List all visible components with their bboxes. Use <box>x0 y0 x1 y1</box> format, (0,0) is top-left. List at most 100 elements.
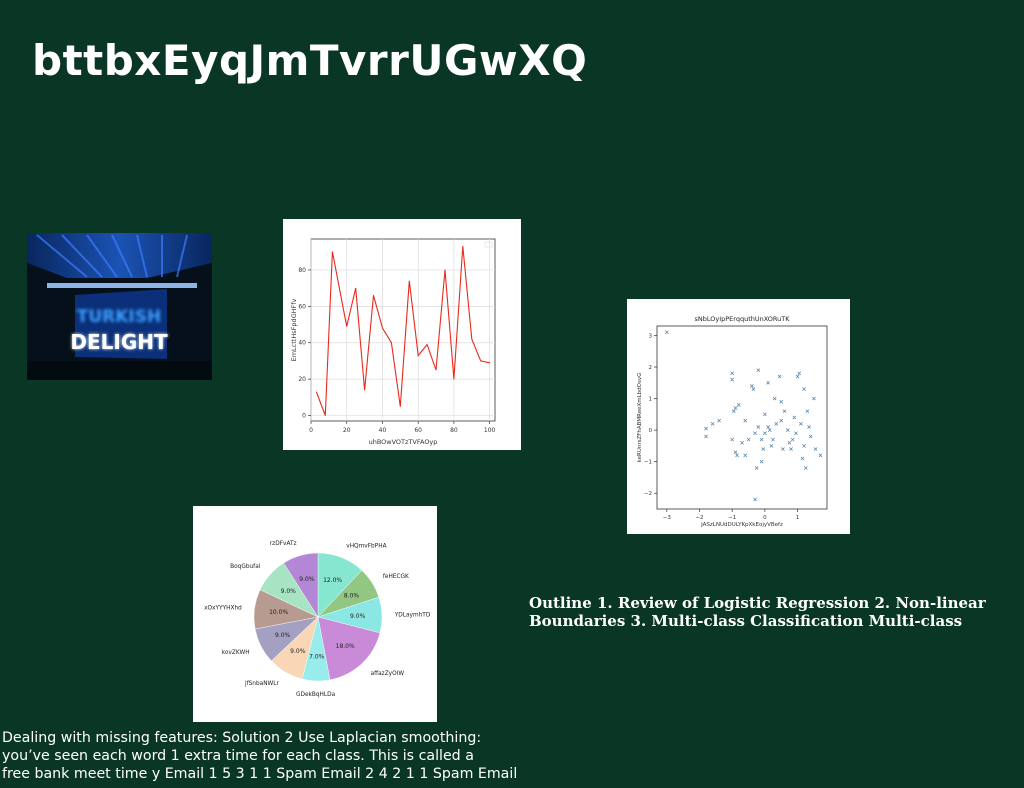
scatter-point <box>766 425 771 429</box>
x-tick-label: 20 <box>343 427 351 434</box>
data-point <box>373 295 374 296</box>
y-axis-label: keRUnrsZFhABMReeXmLbdOsvG <box>637 373 643 463</box>
scatter-point <box>798 421 803 426</box>
scatter-point <box>781 447 785 451</box>
scatter-point <box>763 431 767 436</box>
pie-percent-label: 9.0% <box>299 576 315 583</box>
scatter-point <box>730 377 735 382</box>
scatter-point <box>807 425 811 429</box>
notes-line: free bank meet time y Email 1 5 3 1 1 Sp… <box>2 766 518 782</box>
line-series <box>315 246 490 416</box>
scatter-point <box>753 497 757 502</box>
pie-slice-label: feHECGK <box>383 574 409 580</box>
pie-slice <box>283 552 319 618</box>
pie-percent-label: 9.0% <box>281 588 297 595</box>
line-chart: 0 20 40 60 80 100 0 20 40 60 80 uhBOwVOTzTVFAOyp EmL… <box>290 238 496 446</box>
pie-slice-label: YDLaymhTD <box>394 613 431 619</box>
data-point <box>364 389 365 391</box>
data-point <box>426 344 428 345</box>
pie-chart: 12.0% vHQmvFbPHA 8.0% feHECGK 9.0% YDLaymhTD 1… <box>204 541 431 698</box>
scatter-point <box>795 374 800 379</box>
y-tick-label: 20 <box>298 376 306 383</box>
y-tick-label: 0 <box>302 413 306 420</box>
data-point <box>489 362 491 364</box>
y-axis-label: EmLcttHsFpdGHFfv <box>290 298 298 361</box>
x-tick-label: −2 <box>695 515 703 521</box>
scatter-point <box>771 437 775 442</box>
scatter-point <box>736 403 741 407</box>
notes-line: Dealing with missing features: Solution … <box>2 730 482 746</box>
scatter-point <box>664 330 669 335</box>
scatter-point <box>763 412 767 417</box>
data-point <box>417 355 419 356</box>
data-point <box>444 269 446 271</box>
pie-percent-label: 10.0% <box>269 609 288 616</box>
data-point <box>480 360 482 362</box>
scatter-point <box>802 444 806 448</box>
sign-line-2: DELIGHT <box>70 330 168 354</box>
sign-line-1: TURKISH <box>77 307 161 327</box>
y-tick-label: 3 <box>649 333 653 339</box>
scatter-point <box>777 374 782 379</box>
scatter-point <box>808 434 813 439</box>
pie-percent-label: 9.0% <box>275 632 291 639</box>
scatter-point <box>731 409 736 414</box>
pie-slice-label: jfSnbaNWLr <box>244 681 280 687</box>
scatter-point <box>743 453 748 458</box>
scatter-point <box>704 434 708 439</box>
chart-title: sNbLOyIpPErqquthUnXORuTK <box>694 315 790 323</box>
x-tick-label: −1 <box>728 515 736 521</box>
pie-chart-panel: 12.0% vHQmvFbPHA 8.0% feHECGK 9.0% YDLaymhTD 1… <box>193 506 437 722</box>
x-axis-label: JASzLNUdDULYKpXkEojyVBefz <box>700 522 783 528</box>
pie-percent-label: 12.0% <box>323 577 342 584</box>
scatter-point <box>769 444 774 448</box>
scatter-point <box>785 428 790 432</box>
x-tick-label: 80 <box>450 427 458 434</box>
pie-slice-label: BoqGbufal <box>230 564 261 570</box>
scatter-point <box>717 418 721 423</box>
scatter-point <box>772 396 777 401</box>
sign-line-2-core: DELIGHT <box>70 330 168 354</box>
data-point <box>315 391 317 393</box>
scatter-point <box>779 418 784 423</box>
y-tick-label: 2 <box>649 365 653 371</box>
pie-slice <box>317 616 381 681</box>
neon-sign-image: TURKISH DELIGHT DELIGHT <box>27 233 212 380</box>
data-point <box>382 327 383 329</box>
data-point <box>346 325 348 327</box>
y-tick-label: 0 <box>649 428 653 434</box>
notes-line: you’ve seen each word 1 extra time for e… <box>2 748 474 764</box>
scatter-point <box>710 421 715 426</box>
scatter-point <box>782 409 787 414</box>
pie-slice-label: xOxYYYHXhd <box>204 605 242 611</box>
outline-text: Outline 1. Review of Logistic Regression… <box>529 594 986 630</box>
scatter-point <box>733 406 738 410</box>
scatter-point <box>704 426 708 431</box>
legend-box <box>484 241 493 248</box>
y-tick-label: 1 <box>649 397 653 403</box>
scatter-point <box>746 437 751 442</box>
scatter-point <box>790 437 795 442</box>
scatter-point <box>812 396 816 401</box>
scatter-point <box>797 371 802 376</box>
scatter-point <box>766 380 771 385</box>
y-tick-label: −1 <box>644 460 652 466</box>
scatter-point <box>787 440 792 445</box>
scatter-point <box>767 428 772 432</box>
x-tick-label: 60 <box>414 427 422 434</box>
scatter-point <box>743 418 748 423</box>
pie-percent-label: 9.0% <box>290 648 306 655</box>
scatter-point <box>756 425 761 429</box>
scatter-point <box>756 368 761 373</box>
scatter-point <box>754 466 759 470</box>
data-point <box>408 280 410 282</box>
x-axis-label: uhBOwVOTzTVFAOyp <box>369 438 438 446</box>
scatter-point <box>802 387 806 391</box>
scatter-point <box>759 459 764 464</box>
scatter-point <box>735 453 739 458</box>
plot-frame <box>310 238 496 422</box>
y-tick-label: 60 <box>298 303 306 310</box>
scatter-point <box>740 440 744 445</box>
scatter-point <box>753 431 757 436</box>
plot-frame <box>656 325 828 510</box>
